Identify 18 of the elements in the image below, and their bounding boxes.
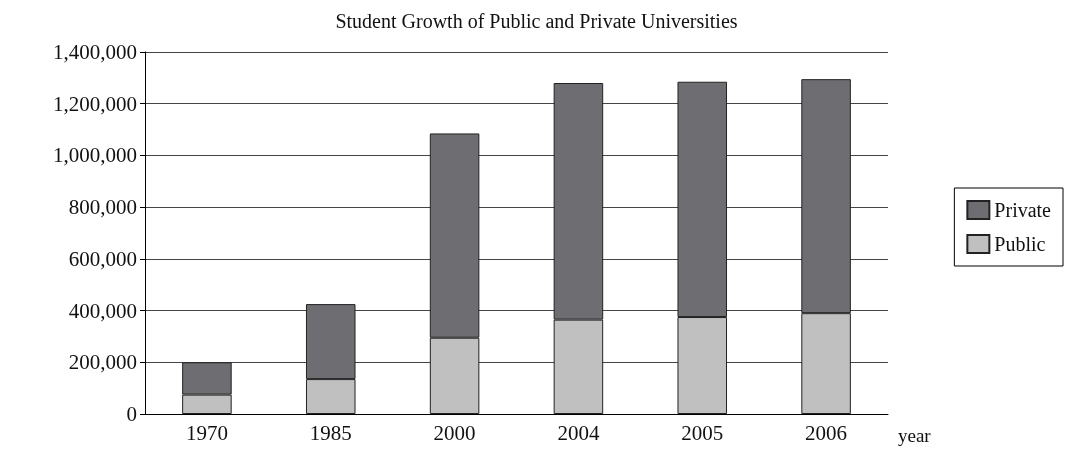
x-axis-title: year bbox=[898, 425, 932, 446]
y-tick-label: 1,400,000 bbox=[53, 40, 137, 64]
x-tick-label: 2004 bbox=[557, 420, 600, 445]
x-tick-label: 1970 bbox=[185, 420, 228, 445]
y-tick-label: 200,000 bbox=[68, 350, 137, 375]
y-tick-label: 400,000 bbox=[68, 298, 137, 323]
y-tick-label: 1,000,000 bbox=[53, 143, 137, 168]
legend-label: Private bbox=[994, 199, 1052, 221]
x-tick-label: 2005 bbox=[681, 420, 724, 445]
x-tick-label: 2000 bbox=[433, 420, 476, 445]
x-tick-label: 1985 bbox=[309, 420, 352, 445]
x-tick-label: 2006 bbox=[805, 420, 848, 445]
chart-title: Student Growth of Public and Private Universities bbox=[335, 10, 738, 32]
y-tick-label: 1,200,000 bbox=[53, 91, 137, 116]
y-tick-label: 600,000 bbox=[68, 246, 137, 271]
y-tick-label: 800,000 bbox=[68, 195, 137, 220]
y-tick-label: 0 bbox=[126, 402, 137, 426]
legend-label: Public bbox=[994, 233, 1046, 255]
